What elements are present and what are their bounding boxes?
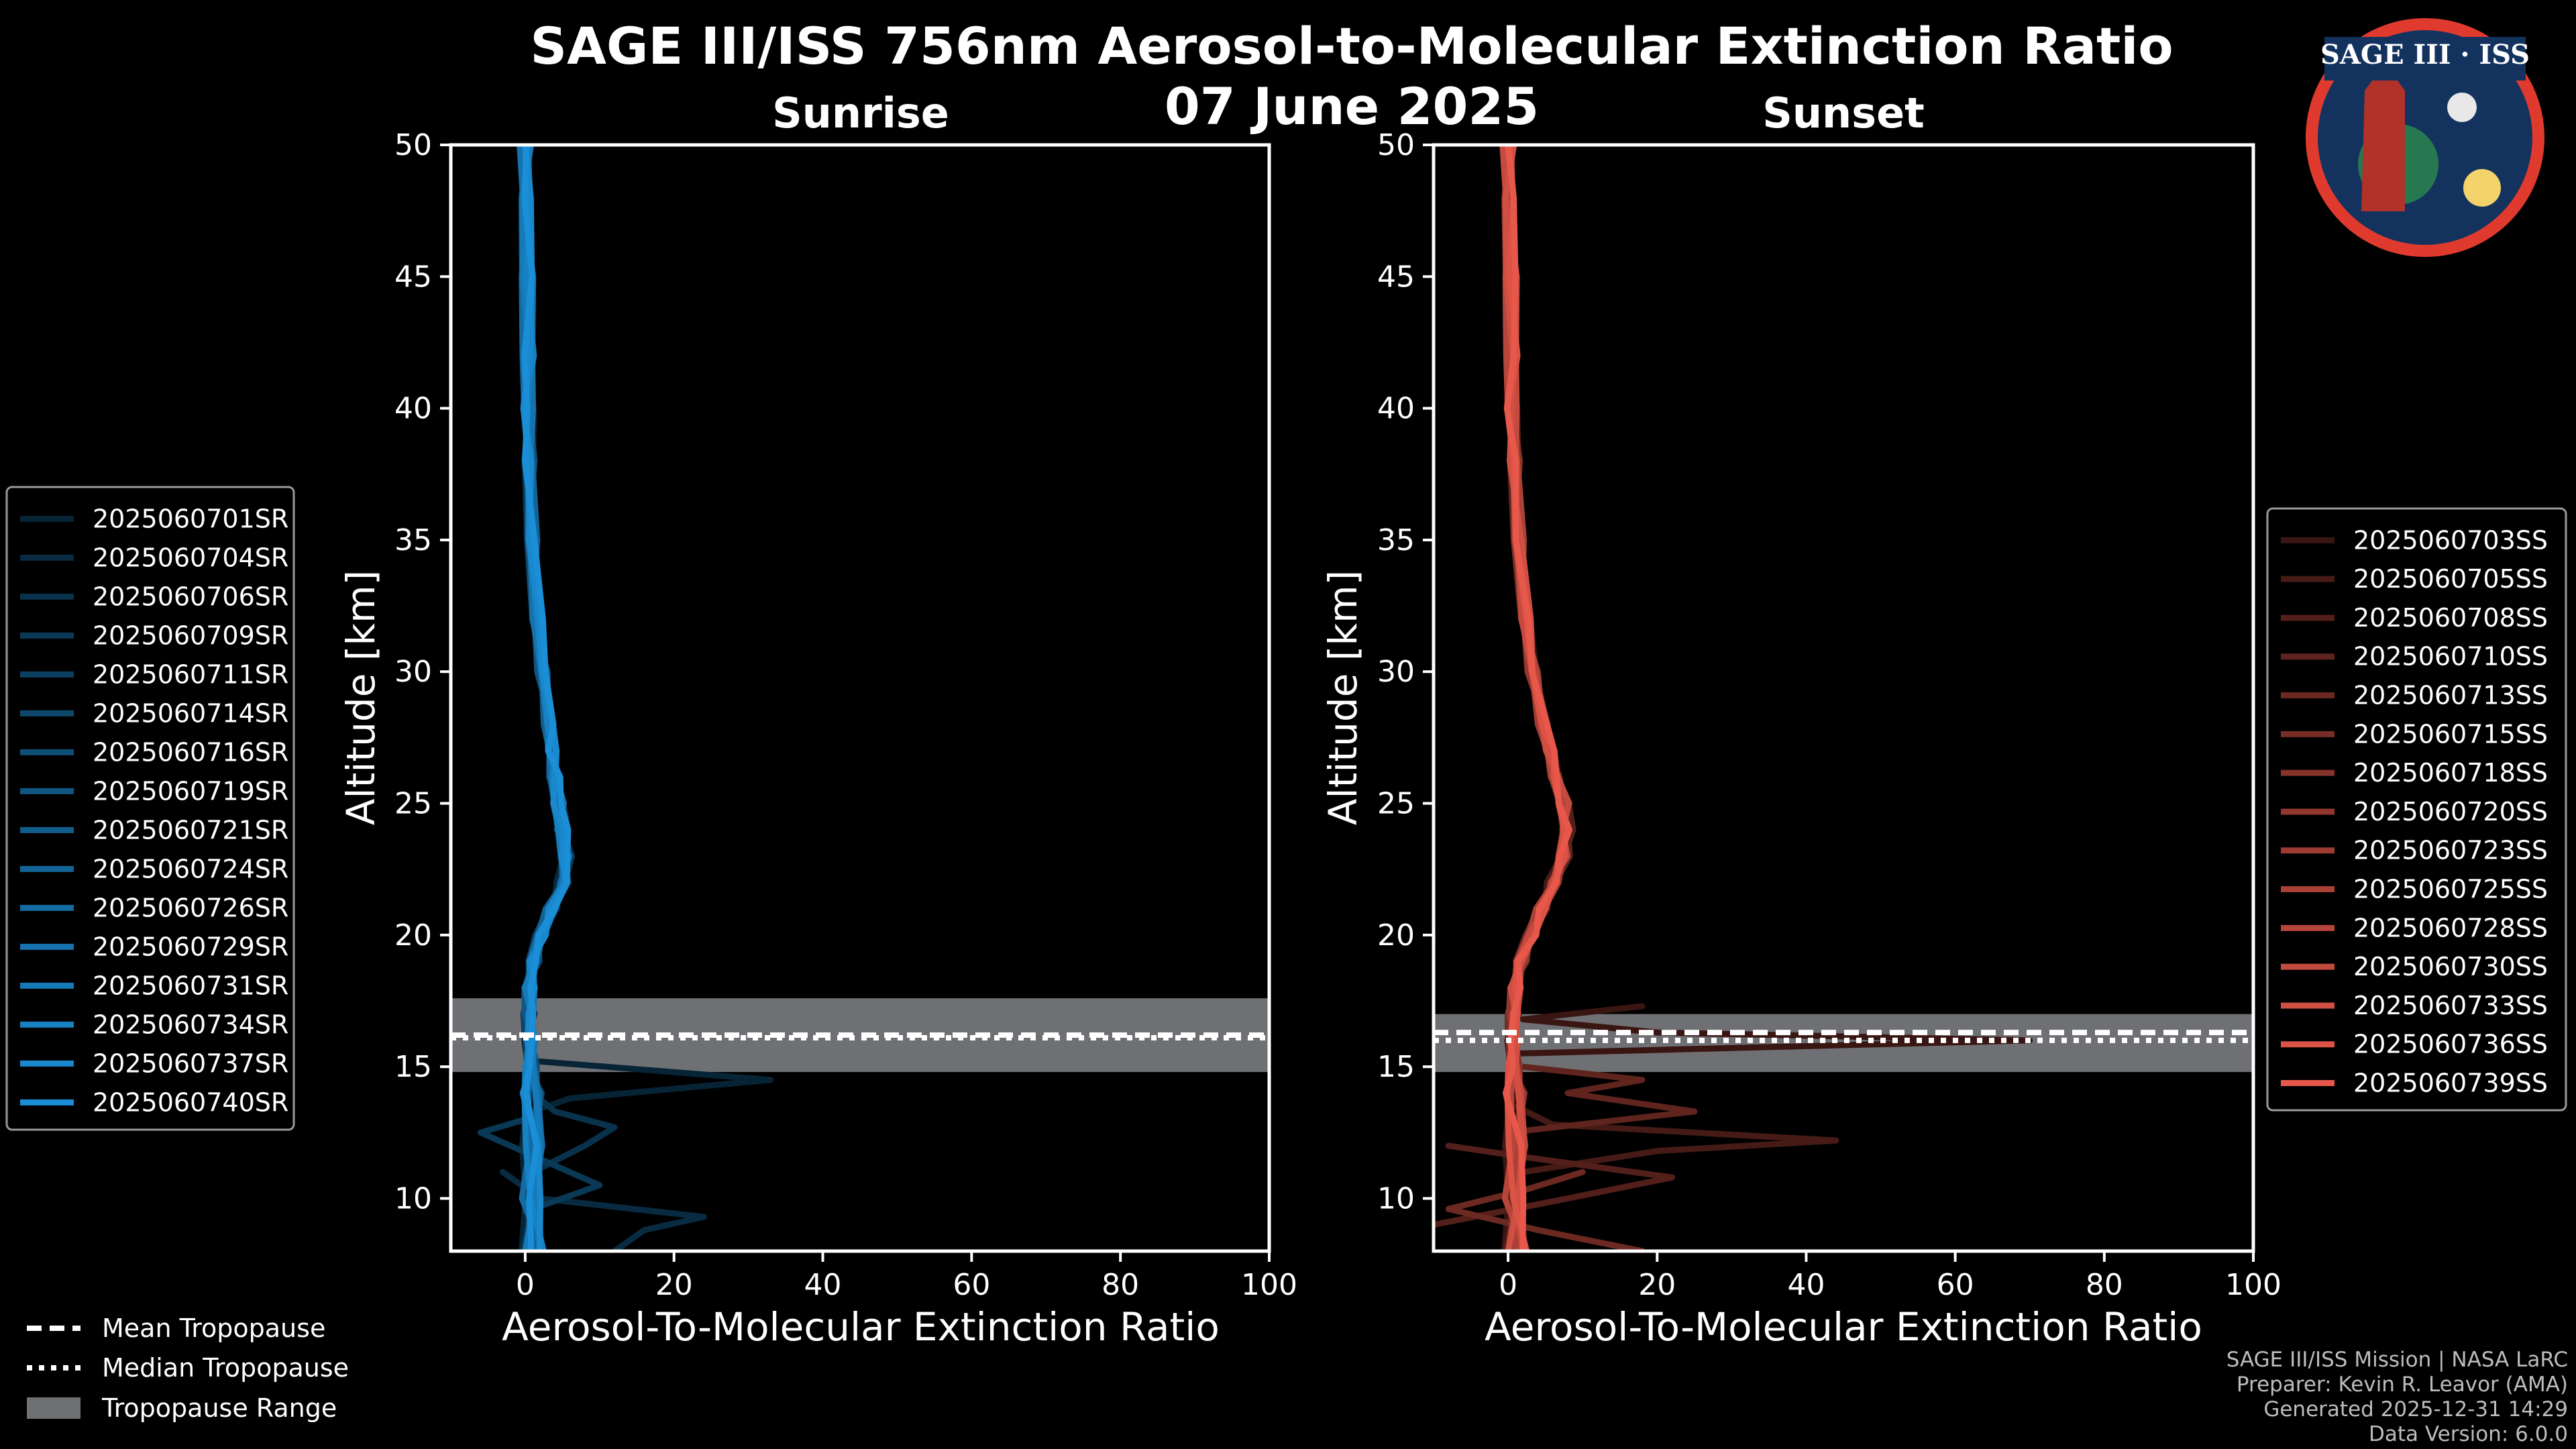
sunrise-ytick-label: 40	[394, 392, 432, 426]
sunrise-legend-label: 2025060711SR	[93, 659, 288, 689]
sunrise-ytick-label: 50	[394, 128, 432, 162]
sunset-legend: 2025060703SS 2025060705SS 2025060708SS 2025…	[2266, 507, 2567, 1112]
sunset-ytick-label: 30	[1377, 655, 1415, 689]
sunrise-ytick-label: 25	[394, 787, 432, 821]
sunset-legend-label: 2025060730SS	[2353, 952, 2548, 981]
sunrise-series-line	[521, 145, 572, 1251]
sunrise-series-line	[518, 145, 774, 1251]
sunrise-legend-label: 2025060737SR	[93, 1049, 288, 1078]
sunrise-legend-label: 2025060724SR	[93, 854, 288, 883]
mean-tropopause-label: Mean Tropopause	[102, 1313, 325, 1343]
sunset-panel: Sunset 0 20 40 60 80 100 10 15 20 25 30 35 40 45 50 Ae…	[1320, 89, 2282, 1350]
sunset-legend-label: 2025060733SS	[2353, 991, 2548, 1020]
sunset-title: Sunset	[1762, 89, 1925, 138]
credit-line: Preparer: Kevin R. Leavor (AMA)	[2237, 1373, 2568, 1397]
sunrise-legend-label: 2025060716SR	[93, 737, 288, 767]
sunrise-legend-label: 2025060740SR	[93, 1087, 288, 1117]
sunset-ytick-label: 45	[1377, 260, 1415, 294]
sunset-legend-label: 2025060708SS	[2353, 603, 2548, 633]
sunset-series-line	[1501, 145, 2033, 1251]
sunset-xlabel: Aerosol-To-Molecular Extinction Ratio	[1485, 1304, 2202, 1350]
sunrise-legend-label: 2025060731SR	[93, 971, 288, 1000]
sunset-ytick-label: 25	[1377, 787, 1415, 821]
sunrise-xtick-label: 20	[655, 1268, 693, 1302]
sunset-legend-label: 2025060715SS	[2353, 719, 2548, 749]
sunset-series-line	[1434, 145, 1675, 1251]
sunset-xtick-label: 60	[1937, 1268, 1974, 1302]
sunset-xtick-label: 40	[1787, 1268, 1825, 1302]
sunrise-legend-box	[5, 486, 295, 1131]
sunrise-ytick-label: 30	[394, 655, 432, 689]
sunrise-legend-label: 2025060714SR	[93, 698, 288, 728]
sunset-legend-label: 2025060728SS	[2353, 913, 2548, 943]
sunrise-panel: Sunrise 0 20 40 60 80 100 10 15 20 25 30 35 40 45 50 A…	[338, 89, 1297, 1350]
sunrise-legend-label: 2025060726SR	[93, 893, 288, 922]
median-tropopause-label: Median Tropopause	[102, 1353, 349, 1383]
sunset-legend-label: 2025060725SS	[2353, 875, 2548, 904]
sunset-legend-box	[2266, 507, 2567, 1112]
sunset-legend-label: 2025060723SS	[2353, 836, 2548, 865]
tropopause-range-label: Tropopause Range	[101, 1393, 337, 1423]
credit-line: Generated 2025-12-31 14:29	[2263, 1397, 2568, 1421]
sunrise-xtick-label: 100	[1241, 1268, 1297, 1302]
figure-date: 07 June 2025	[1165, 76, 1539, 136]
sunset-legend-label: 2025060718SS	[2353, 758, 2548, 788]
tropopause-range-swatch	[27, 1397, 80, 1419]
sunrise-legend-label: 2025060719SR	[93, 776, 288, 806]
sunset-ylabel: Altitude [km]	[1320, 570, 1366, 825]
logo-text: SAGE III · ISS	[2320, 39, 2530, 70]
sunset-legend-label: 2025060713SS	[2353, 681, 2548, 710]
sunset-legend-label: 2025060703SS	[2353, 525, 2548, 555]
sunrise-legend-label: 2025060701SR	[93, 504, 288, 533]
sunrise-legend-label: 2025060704SR	[93, 543, 288, 572]
sunrise-legend: 2025060701SR 2025060704SR 2025060706SR 2025…	[5, 486, 295, 1131]
sunset-xtick-label: 0	[1499, 1268, 1517, 1302]
tropopause-legend: Mean Tropopause Median Tropopause Tropop…	[27, 1313, 349, 1423]
sunset-ytick-label: 20	[1377, 918, 1415, 953]
sunrise-title: Sunrise	[772, 89, 949, 138]
sunrise-ytick-label: 15	[394, 1050, 432, 1084]
sunrise-ytick-label: 10	[394, 1181, 432, 1216]
sunset-ytick-label: 15	[1377, 1050, 1415, 1084]
sunrise-legend-label: 2025060721SR	[93, 815, 288, 845]
sunrise-xtick-label: 40	[804, 1268, 842, 1302]
sunset-ytick-label: 10	[1377, 1181, 1415, 1216]
credits: SAGE III/ISS Mission | NASA LaRC Prepare…	[2226, 1348, 2568, 1446]
sunrise-ytick-label: 20	[394, 918, 432, 953]
sunrise-xtick-label: 0	[516, 1268, 535, 1302]
sunset-legend-label: 2025060720SS	[2353, 797, 2548, 826]
sunrise-legend-label: 2025060729SR	[93, 932, 288, 961]
figure-title: SAGE III/ISS 756nm Aerosol-to-Molecular …	[530, 16, 2173, 76]
credit-line: SAGE III/ISS Mission | NASA LaRC	[2226, 1348, 2568, 1372]
sunrise-xlabel: Aerosol-To-Molecular Extinction Ratio	[502, 1304, 1220, 1350]
sunrise-xtick-label: 80	[1102, 1268, 1139, 1302]
sunset-xtick-label: 100	[2225, 1268, 2282, 1302]
sunrise-ytick-label: 35	[394, 523, 432, 557]
sunset-ytick-label: 35	[1377, 523, 1415, 557]
credit-line: Data Version: 6.0.0	[2369, 1422, 2568, 1446]
sunset-legend-label: 2025060710SS	[2353, 642, 2548, 672]
sunset-ytick-label: 50	[1377, 128, 1415, 162]
sunrise-legend-label: 2025060734SR	[93, 1010, 288, 1039]
sunset-series-line	[1503, 145, 1572, 1251]
sunrise-ylabel: Altitude [km]	[338, 570, 384, 825]
sunrise-ytick-label: 45	[394, 260, 432, 294]
sunset-axes-frame	[1432, 143, 2255, 1253]
sunset-legend-label: 2025060705SS	[2353, 564, 2548, 594]
sunrise-axes-frame	[449, 143, 1271, 1253]
sunset-series-line	[1502, 145, 1839, 1251]
sunset-xtick-label: 80	[2086, 1268, 2123, 1302]
sunset-ytick-label: 40	[1377, 392, 1415, 426]
sunrise-legend-label: 2025060706SR	[93, 582, 288, 611]
sage-logo: SAGE III · ISS	[2306, 18, 2544, 257]
sunset-legend-label: 2025060739SS	[2353, 1069, 2548, 1098]
sunrise-xtick-label: 60	[953, 1268, 990, 1302]
sunset-xtick-label: 20	[1638, 1268, 1676, 1302]
sunset-legend-label: 2025060736SS	[2353, 1030, 2548, 1059]
sunrise-legend-label: 2025060709SR	[93, 621, 288, 650]
